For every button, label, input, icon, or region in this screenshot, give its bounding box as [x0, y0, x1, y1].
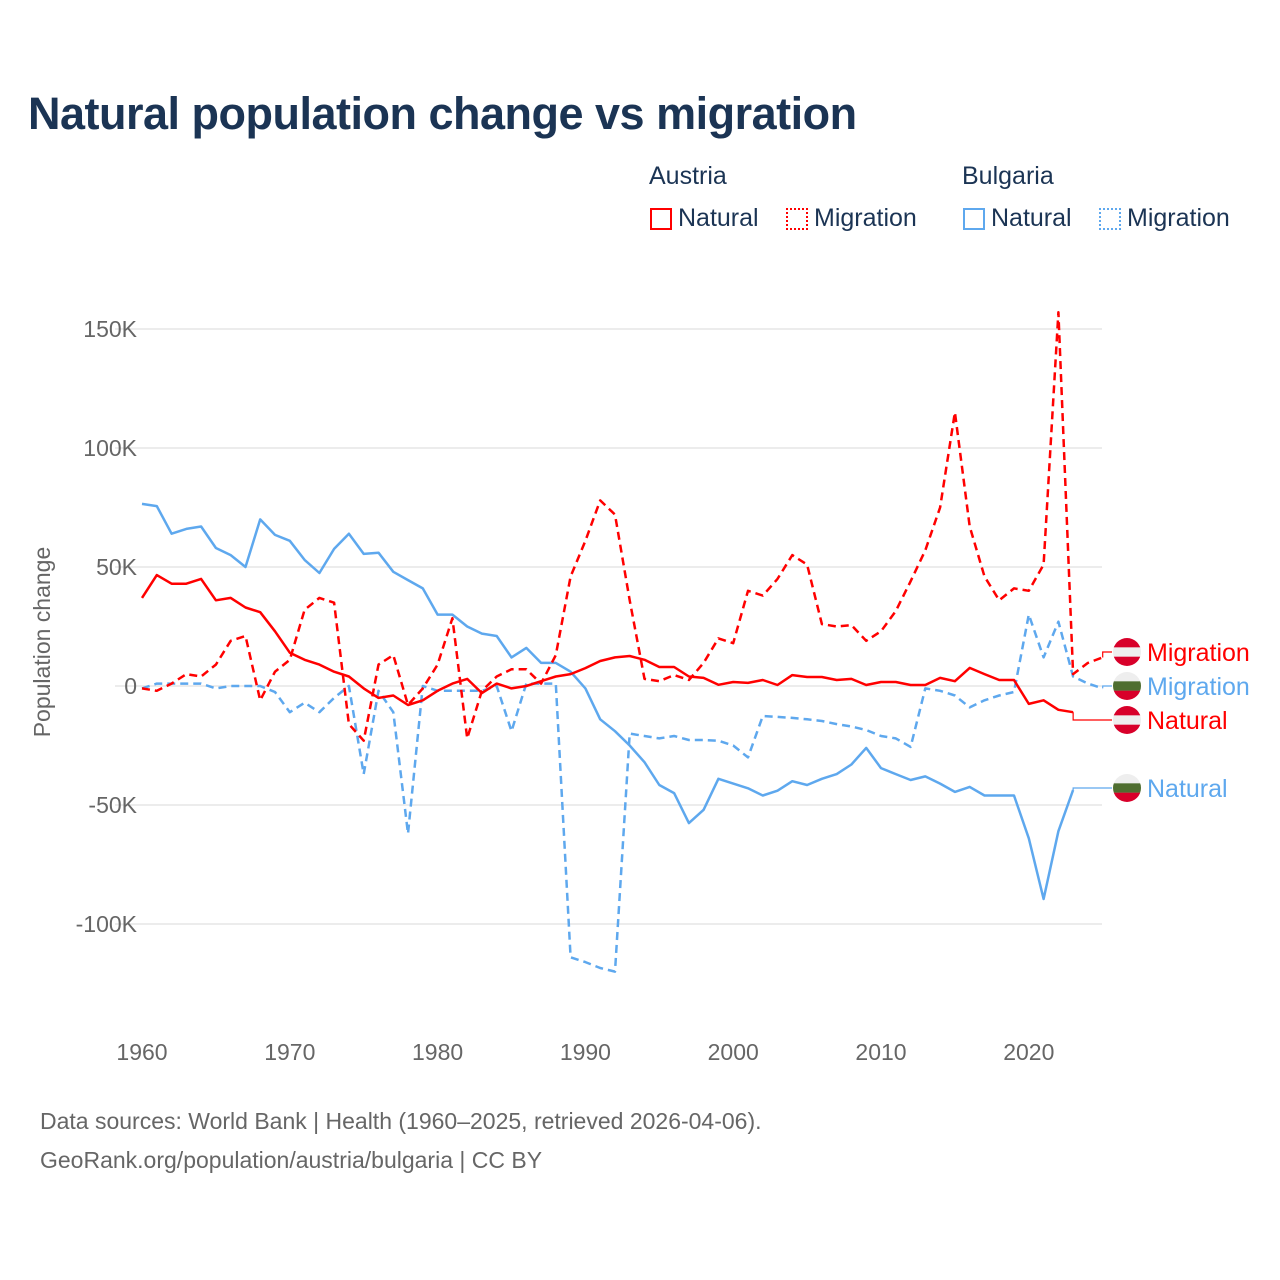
flag-stripe [1113, 681, 1141, 691]
y-tick-label: 150K [83, 316, 137, 342]
end-label: Migration [1147, 639, 1250, 667]
legend-label: Natural [991, 204, 1072, 232]
label-connector [1072, 787, 1112, 791]
x-tick-label: 2020 [1003, 1039, 1054, 1065]
legend-swatch-dotted [786, 207, 808, 230]
x-tick-label: 1960 [116, 1039, 167, 1065]
flag-stripe [1113, 715, 1141, 725]
legend-swatch-dotted [1099, 207, 1121, 230]
label-connector [1072, 712, 1112, 721]
end-label: Migration [1147, 673, 1250, 701]
legend-swatch-solid [650, 207, 672, 230]
y-tick-label: 50K [96, 554, 138, 580]
flag-stripe [1113, 690, 1141, 700]
legend-swatch-solid [963, 207, 985, 230]
austria-flag-icon [1113, 638, 1141, 666]
legend-group-austria: Austria [649, 162, 727, 190]
legend-austria-natural[interactable]: Natural [650, 204, 759, 233]
label-connector [1102, 651, 1112, 658]
flag-stripe [1113, 724, 1141, 734]
flag-stripe [1113, 656, 1141, 666]
y-tick-label: 100K [83, 435, 137, 461]
y-tick-label: -100K [76, 911, 138, 937]
y-tick-label: -50K [88, 792, 137, 818]
bulgaria-natural-line [141, 502, 1075, 901]
end-label: Natural [1147, 775, 1228, 803]
legend-group-bulgaria: Bulgaria [962, 162, 1054, 190]
bulgaria-flag-icon [1113, 774, 1141, 802]
flag-stripe [1113, 783, 1141, 793]
y-axis-label: Population change [29, 547, 55, 738]
legend-bulgaria-migration[interactable]: Migration [1099, 204, 1230, 233]
flag-stripe [1113, 638, 1141, 648]
austria-migration-line [141, 311, 1104, 742]
x-tick-label: 1970 [264, 1039, 315, 1065]
bulgaria-flag-icon [1113, 672, 1141, 700]
label-connector [1102, 685, 1112, 689]
legend-austria-migration[interactable]: Migration [786, 204, 917, 233]
flag-stripe [1113, 774, 1141, 784]
flag-stripe [1113, 647, 1141, 657]
y-tick-label: 0 [124, 673, 137, 699]
flag-stripe [1113, 706, 1141, 716]
austria-flag-icon [1113, 706, 1141, 734]
austria-natural-line [140, 573, 1074, 714]
footer-attribution[interactable]: GeoRank.org/population/austria/bulgaria … [40, 1147, 543, 1173]
legend-bulgaria-natural[interactable]: Natural [963, 204, 1072, 233]
flag-stripe [1113, 672, 1141, 682]
flag-stripe [1113, 792, 1141, 802]
x-tick-label: 1980 [412, 1039, 463, 1065]
bulgaria-migration-line [141, 613, 1104, 973]
legend-label: Natural [678, 204, 759, 232]
legend-label: Migration [814, 204, 917, 232]
x-tick-label: 1990 [560, 1039, 611, 1065]
legend-label: Migration [1127, 204, 1230, 232]
x-tick-label: 2010 [855, 1039, 906, 1065]
end-label: Natural [1147, 707, 1228, 735]
chart-title: Natural population change vs migration [28, 88, 857, 139]
x-tick-label: 2000 [708, 1039, 759, 1065]
footer-sources: Data sources: World Bank | Health (1960–… [40, 1108, 762, 1134]
